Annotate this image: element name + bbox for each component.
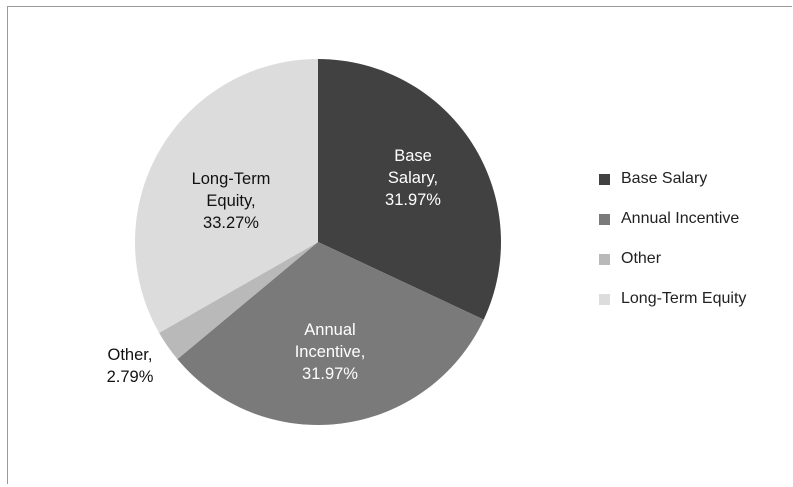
legend-label: Annual Incentive: [621, 210, 740, 227]
legend-swatch: [599, 173, 610, 185]
legend-item: Long-Term Equity: [599, 288, 746, 310]
legend: Base Salary Annual Incentive Other Long-Ter…: [599, 168, 746, 328]
pie-slices: [134, 59, 502, 425]
pie-slice-long-term-equity: [134, 59, 318, 333]
legend-label: Other: [621, 250, 662, 267]
legend-swatch: [599, 253, 610, 265]
pie-callouts: Base Salary, 31.97% Annual Incentive, 31.97% O…: [107, 147, 442, 386]
chart-frame: [7, 6, 792, 484]
legend-swatch: [599, 213, 610, 225]
slice-label-long-term-equity: Long-Term Equity, 33.27%: [192, 170, 271, 232]
slice-label-base-salary: Base Salary, 31.97%: [385, 147, 441, 209]
pie-slice-base-salary: [318, 59, 502, 320]
legend-label: Long-Term Equity: [621, 290, 747, 307]
legend-swatch: [599, 293, 610, 305]
slice-label-other: Other, 2.79%: [107, 346, 154, 386]
legend-label: Base Salary: [621, 170, 708, 187]
pie-slice-other: [159, 242, 318, 360]
slice-label-annual-incentive: Annual Incentive, 31.97%: [295, 321, 366, 383]
pie-slice-annual-incentive: [177, 242, 484, 425]
legend-item: Other: [599, 248, 746, 270]
legend-item: Annual Incentive: [599, 208, 746, 230]
legend-item: Base Salary: [599, 168, 746, 190]
